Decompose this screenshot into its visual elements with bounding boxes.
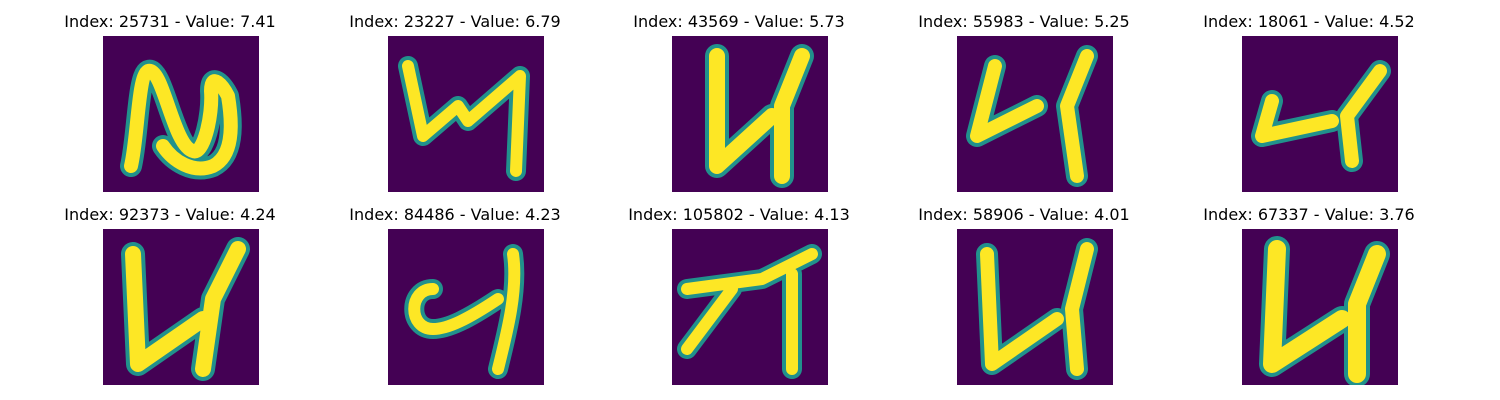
panel-title: Index: 58906 - Value: 4.01 <box>918 205 1130 224</box>
panel-title: Index: 23227 - Value: 6.79 <box>349 12 561 31</box>
glyph-image <box>672 229 828 385</box>
glyph-image <box>388 36 544 192</box>
panel-title: Index: 25731 - Value: 7.41 <box>64 12 276 31</box>
grid-panel: Index: 84486 - Value: 4.23 <box>349 205 561 385</box>
panel-title: Index: 105802 - Value: 4.13 <box>628 205 850 224</box>
grid-panel: Index: 92373 - Value: 4.24 <box>64 205 276 385</box>
panel-title: Index: 18061 - Value: 4.52 <box>1203 12 1415 31</box>
grid-panel: Index: 58906 - Value: 4.01 <box>918 205 1130 385</box>
grid-panel: Index: 23227 - Value: 6.79 <box>349 12 561 192</box>
grid-panel: Index: 18061 - Value: 4.52 <box>1203 12 1415 192</box>
panel-title: Index: 55983 - Value: 5.25 <box>918 12 1130 31</box>
glyph-image <box>1242 36 1398 192</box>
panel-title: Index: 43569 - Value: 5.73 <box>633 12 845 31</box>
grid-panel: Index: 105802 - Value: 4.13 <box>628 205 850 385</box>
grid-panel: Index: 43569 - Value: 5.73 <box>633 12 845 192</box>
glyph-image <box>103 36 259 192</box>
panel-title: Index: 92373 - Value: 4.24 <box>64 205 276 224</box>
glyph-image <box>103 229 259 385</box>
glyph-image <box>957 36 1113 192</box>
grid-panel: Index: 67337 - Value: 3.76 <box>1203 205 1415 385</box>
glyph-image <box>957 229 1113 385</box>
grid-panel: Index: 25731 - Value: 7.41 <box>64 12 276 192</box>
panel-title: Index: 67337 - Value: 3.76 <box>1203 205 1415 224</box>
glyph-image <box>672 36 828 192</box>
glyph-image <box>1242 229 1398 385</box>
grid-panel: Index: 55983 - Value: 5.25 <box>918 12 1130 192</box>
glyph-image <box>388 229 544 385</box>
panel-title: Index: 84486 - Value: 4.23 <box>349 205 561 224</box>
